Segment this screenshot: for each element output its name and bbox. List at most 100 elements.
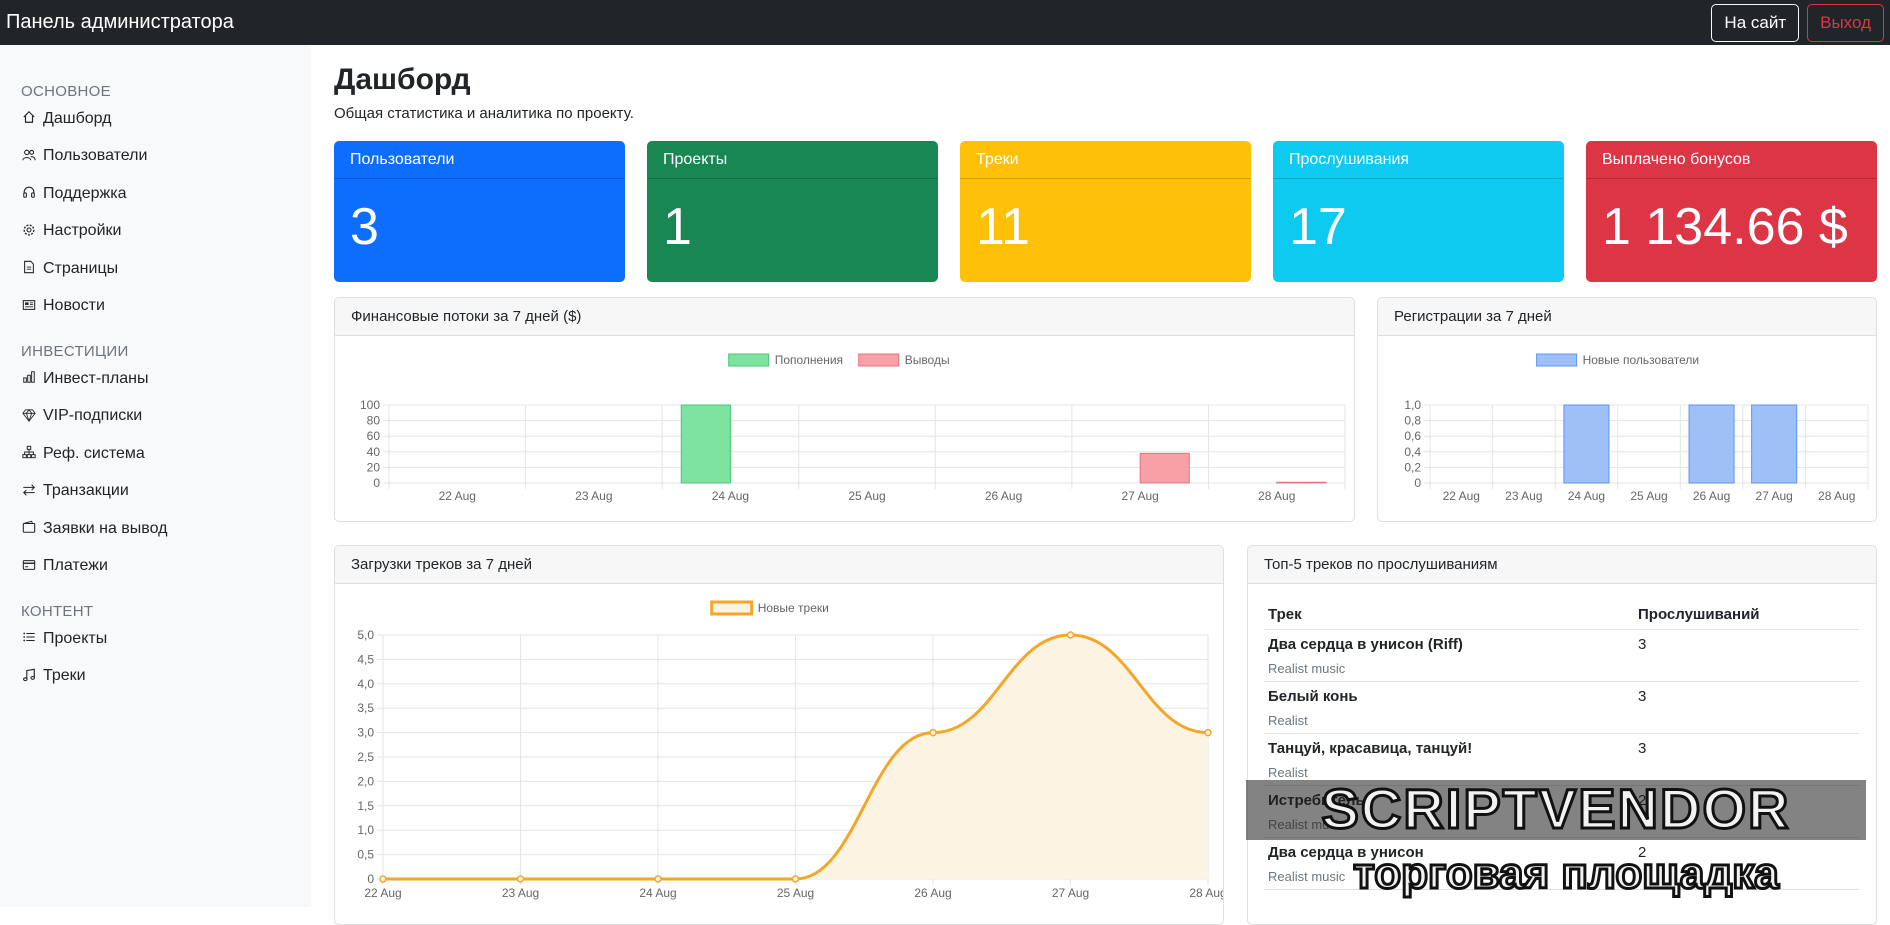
finance-chart-card: Финансовые потоки за 7 дней ($) 0 20 40 60 8…: [334, 297, 1355, 522]
wallet-icon: [21, 520, 37, 537]
sidebar-item-referral[interactable]: Реф. система: [0, 435, 311, 473]
sidebar-item-support[interactable]: Поддержка: [0, 175, 311, 213]
data-point: [516, 875, 525, 883]
x-tick-label: 25 Aug: [848, 489, 885, 503]
bar-chart-icon: [21, 370, 37, 387]
stat-value: 11: [976, 198, 1030, 256]
legend-label: Пополнения: [775, 353, 843, 367]
navbar-brand[interactable]: Панель администратора: [6, 11, 234, 33]
stat-value: 1 134.66 $: [1602, 198, 1848, 256]
y-tick-label: 3,5: [357, 701, 374, 715]
table-header-row: Трек Прослушиваний: [1264, 598, 1859, 630]
top-tracks-table: Трек Прослушиваний Два сердца в унисон (…: [1264, 598, 1859, 890]
y-tick-label: 4,5: [357, 652, 374, 666]
x-tick-label: 24 Aug: [639, 886, 676, 900]
sidebar-item-label: Новости: [43, 297, 105, 315]
stat-label: Выплачено бонусов: [1586, 141, 1877, 179]
y-tick-label: 1,5: [357, 799, 374, 813]
diagram-icon: [21, 445, 37, 462]
table-row: Истребитель Realist music 2: [1264, 785, 1859, 838]
track-plays: 3: [1634, 629, 1859, 682]
sidebar-item-label: Дашборд: [43, 109, 112, 127]
sidebar-item-dashboard[interactable]: Дашборд: [0, 100, 311, 138]
stat-label: Прослушивания: [1273, 141, 1564, 179]
bar: [680, 404, 731, 484]
sidebar-item-news[interactable]: Новости: [0, 288, 311, 326]
sidebar-item-tracks[interactable]: Треки: [0, 658, 311, 696]
column-header-track: Трек: [1264, 598, 1634, 630]
data-point: [1204, 728, 1212, 737]
y-tick-label: 0: [1414, 476, 1421, 490]
sidebar-item-label: Инвест-планы: [43, 369, 149, 387]
stat-card-bonuses: Выплачено бонусов 1 134.66 $: [1586, 141, 1877, 282]
legend-swatch: [710, 600, 754, 616]
sidebar-item-label: Проекты: [43, 629, 108, 647]
track-title: Два сердца в унисон (Riff): [1268, 636, 1463, 653]
x-tick-label: 23 Aug: [502, 886, 539, 900]
stat-card-users: Пользователи 3: [334, 141, 625, 282]
track-plays: 2: [1634, 837, 1859, 890]
sidebar-item-label: Поддержка: [43, 184, 127, 202]
sidebar-item-pages[interactable]: Страницы: [0, 250, 311, 288]
stat-label: Проекты: [647, 141, 938, 179]
data-point: [654, 875, 662, 883]
stat-card-projects: Проекты 1: [647, 141, 938, 282]
y-tick-label: 20: [367, 460, 381, 474]
y-tick-label: 80: [367, 414, 381, 428]
track-title: Белый конь: [1268, 688, 1358, 705]
sidebar-item-transactions[interactable]: Транзакции: [0, 473, 311, 511]
sidebar-item-settings[interactable]: Настройки: [0, 213, 311, 251]
sidebar-item-payments[interactable]: Платежи: [0, 548, 311, 586]
table-row: Два сердца в унисон (Riff) Realist music …: [1264, 629, 1859, 682]
y-tick-label: 3,0: [357, 726, 374, 740]
card-title: Топ-5 треков по прослушиваниям: [1248, 546, 1876, 584]
uploads-chart: 0 0,5 1,0 1,5 2,0 2,5 3,0 3,5 4,0 4,5 5,0 22 Aug 23 …: [357, 600, 1223, 900]
bar: [1563, 404, 1610, 484]
main-content: Дашборд Общая статистика и аналитика по …: [311, 45, 1890, 925]
x-tick-label: 22 Aug: [364, 886, 401, 900]
sidebar-item-label: Реф. система: [43, 444, 145, 462]
logout-button[interactable]: Выход: [1807, 3, 1884, 42]
y-tick-label: 2,5: [357, 750, 374, 764]
legend-swatch: [728, 353, 770, 367]
bar: [1751, 404, 1798, 484]
x-tick-label: 28 Aug: [1258, 489, 1295, 503]
sidebar-group-invest: Инвестиции Инвест-планы VIP-подписки Реф…: [0, 343, 311, 585]
to-site-button[interactable]: На сайт: [1711, 3, 1800, 42]
table-row: Два сердца в унисон Realist music 2: [1264, 837, 1859, 890]
track-plays: 2: [1634, 785, 1859, 838]
card-title: Регистрации за 7 дней: [1378, 298, 1876, 336]
x-tick-label: 27 Aug: [1755, 489, 1792, 503]
legend-label: Новые треки: [758, 601, 829, 615]
stat-value: 3: [350, 198, 379, 256]
y-tick-label: 0,5: [357, 848, 374, 862]
sidebar-heading: Основное: [21, 83, 111, 100]
sidebar-item-projects[interactable]: Проекты: [0, 620, 311, 658]
sidebar-item-users[interactable]: Пользователи: [0, 138, 311, 176]
x-tick-label: 23 Aug: [575, 489, 612, 503]
sidebar-item-vip[interactable]: VIP-подписки: [0, 398, 311, 436]
card-title: Загрузки треков за 7 дней: [335, 546, 1223, 584]
column-header-plays: Прослушиваний: [1634, 598, 1859, 630]
file-icon: [21, 260, 37, 277]
y-tick-label: 60: [367, 429, 381, 443]
x-tick-label: 26 Aug: [1693, 489, 1730, 503]
y-tick-label: 40: [367, 445, 381, 459]
y-tick-label: 0: [367, 872, 374, 886]
house-icon: [21, 110, 37, 127]
sidebar-item-invest-plans[interactable]: Инвест-планы: [0, 360, 311, 398]
page-subtitle: Общая статистика и аналитика по проекту.: [334, 105, 634, 122]
x-tick-label: 27 Aug: [1052, 886, 1089, 900]
data-point: [379, 875, 387, 883]
track-artist: Realist music: [1268, 817, 1346, 832]
gem-icon: [21, 408, 37, 425]
data-point: [791, 875, 800, 883]
track-title: Истребитель: [1268, 792, 1365, 809]
sidebar-item-withdrawals[interactable]: Заявки на вывод: [0, 510, 311, 548]
legend-swatch: [1536, 353, 1578, 367]
table-row: Белый конь Realist 3: [1264, 681, 1859, 734]
y-tick-label: 5,0: [357, 628, 374, 642]
bar: [1688, 404, 1735, 484]
track-plays: 3: [1634, 733, 1859, 786]
